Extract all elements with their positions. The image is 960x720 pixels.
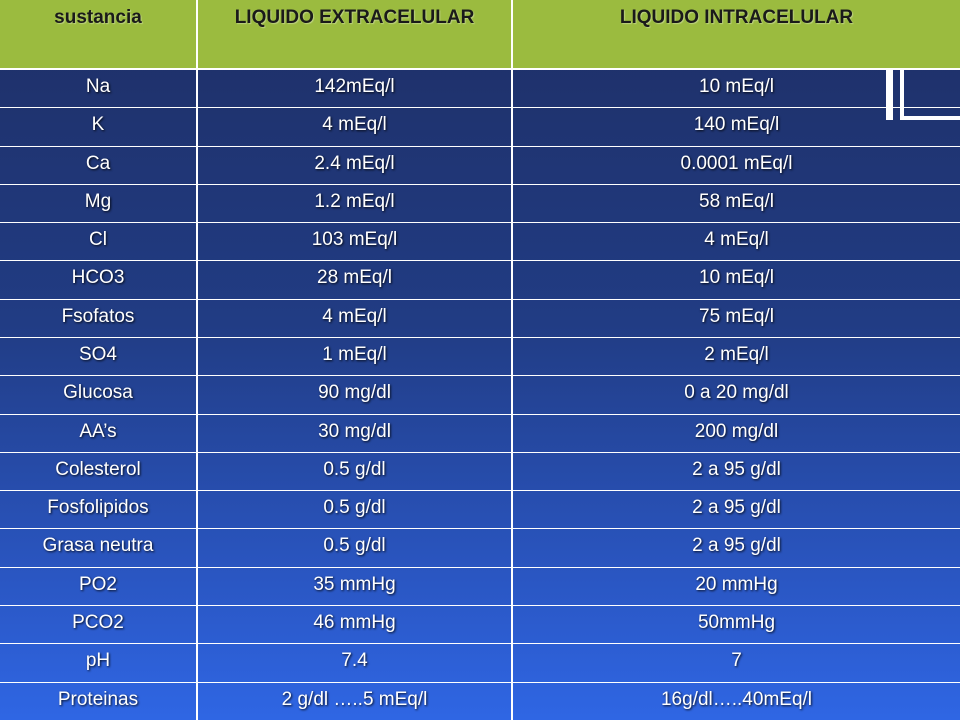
cell-extracellular: 2 g/dl …..5 mEq/l xyxy=(197,682,513,720)
cell-extracellular: 4 mEq/l xyxy=(197,299,513,338)
cell-substance: K xyxy=(0,107,198,147)
cell-extracellular: 0.5 g/dl xyxy=(197,452,513,492)
cell-substance: Ca xyxy=(0,146,198,185)
table-row: Mg 1.2 mEq/l 58 mEq/l xyxy=(0,184,960,224)
cell-substance: PO2 xyxy=(0,567,198,606)
cell-extracellular: 28 mEq/l xyxy=(197,260,513,300)
cell-extracellular: 103 mEq/l xyxy=(197,222,513,262)
cell-intracellular: 10 mEq/l xyxy=(512,260,960,300)
cell-intracellular: 4 mEq/l xyxy=(512,222,960,262)
table-row: Fosfolipidos 0.5 g/dl 2 a 95 g/dl xyxy=(0,490,960,530)
cell-intracellular: 7 xyxy=(512,643,960,683)
table-row: HCO3 28 mEq/l 10 mEq/l xyxy=(0,260,960,300)
table-row: Na 142mEq/l 10 mEq/l xyxy=(0,69,960,109)
table-row: Colesterol 0.5 g/dl 2 a 95 g/dl xyxy=(0,452,960,492)
cell-extracellular: 30 mg/dl xyxy=(197,414,513,453)
cell-extracellular: 90 mg/dl xyxy=(197,375,513,415)
table-row: PCO2 46 mmHg 50mmHg xyxy=(0,605,960,645)
table-row: PO2 35 mmHg 20 mmHg xyxy=(0,567,960,606)
cell-intracellular: 16g/dl…..40mEq/l xyxy=(660,688,813,710)
cell-intracellular: 75 mEq/l xyxy=(512,299,960,338)
cell-extracellular: 142mEq/l xyxy=(197,69,513,109)
cell-intracellular: 58 mEq/l xyxy=(512,184,960,224)
cell-substance: HCO3 xyxy=(0,260,198,300)
table-row: Cl 103 mEq/l 4 mEq/l xyxy=(0,222,960,262)
table-row: pH 7.4 7 xyxy=(0,643,960,683)
table-body: Na 142mEq/l 10 mEq/l K 4 mEq/l 140 mEq/l Ca 2.4… xyxy=(0,69,960,720)
cell-extracellular: 4 mEq/l xyxy=(197,107,513,147)
cell-substance: Glucosa xyxy=(0,375,198,415)
cell-intracellular: 2 a 95 g/dl xyxy=(512,528,960,568)
cell-substance: SO4 xyxy=(0,337,198,377)
cell-intracellular: 50mmHg xyxy=(512,605,960,645)
cell-extracellular: 2.4 mEq/l xyxy=(197,146,513,185)
header-intracellular: LIQUIDO INTRACELULAR xyxy=(512,0,960,70)
cell-intracellular: 2 a 95 g/dl xyxy=(512,452,960,492)
header-extracellular: LIQUIDO EXTRACELULAR xyxy=(197,0,513,70)
cell-substance: AA’s xyxy=(0,414,198,453)
table-row: Ca 2.4 mEq/l 0.0001 mEq/l xyxy=(0,146,960,185)
cell-substance: Fosfolipidos xyxy=(0,490,198,530)
cell-intracellular: 2 a 95 g/dl xyxy=(512,490,960,530)
table-row: Grasa neutra 0.5 g/dl 2 a 95 g/dl xyxy=(0,528,960,568)
cell-substance: Mg xyxy=(0,184,198,224)
table-row: Glucosa 90 mg/dl 0 a 20 mg/dl xyxy=(0,375,960,415)
cell-extracellular: 1.2 mEq/l xyxy=(197,184,513,224)
cell-intracellular: 0.0001 mEq/l xyxy=(512,146,960,185)
cell-intracellular: 140 mEq/l xyxy=(512,107,960,147)
table-row: Proteinas 2 g/dl …..5 mEq/l 16g/dl…..40mEq… xyxy=(0,682,960,720)
table-row: AA’s 30 mg/dl 200 mg/dl xyxy=(0,414,960,453)
table-row: Fsofatos 4 mEq/l 75 mEq/l xyxy=(0,299,960,338)
cell-extracellular: 1 mEq/l xyxy=(197,337,513,377)
cell-substance: Proteinas xyxy=(0,682,198,720)
cell-substance: Cl xyxy=(0,222,198,262)
header-row: sustancia LIQUIDO EXTRACELULAR LIQUIDO I… xyxy=(0,0,960,70)
cell-extracellular: 0.5 g/dl xyxy=(197,490,513,530)
cell-substance: PCO2 xyxy=(0,605,198,645)
cell-substance: pH xyxy=(0,643,198,683)
cell-extracellular: 35 mmHg xyxy=(197,567,513,606)
header-substance: sustancia xyxy=(0,0,198,70)
cell-intracellular: 0 a 20 mg/dl xyxy=(512,375,960,415)
cell-intracellular: 2 mEq/l xyxy=(512,337,960,377)
cell-intracellular: 20 mmHg xyxy=(512,567,960,606)
cell-intracellular: 200 mg/dl xyxy=(512,414,960,453)
cell-substance: Fsofatos xyxy=(0,299,198,338)
cell-extracellular: 0.5 g/dl xyxy=(197,528,513,568)
cell-substance: Na xyxy=(0,69,198,109)
cell-extracellular: 46 mmHg xyxy=(197,605,513,645)
cell-substance: Grasa neutra xyxy=(0,528,198,568)
table-row: SO4 1 mEq/l 2 mEq/l xyxy=(0,337,960,377)
cell-extracellular: 7.4 xyxy=(197,643,513,683)
cell-intracellular: 10 mEq/l xyxy=(512,69,960,109)
cell-substance: Colesterol xyxy=(0,452,198,492)
